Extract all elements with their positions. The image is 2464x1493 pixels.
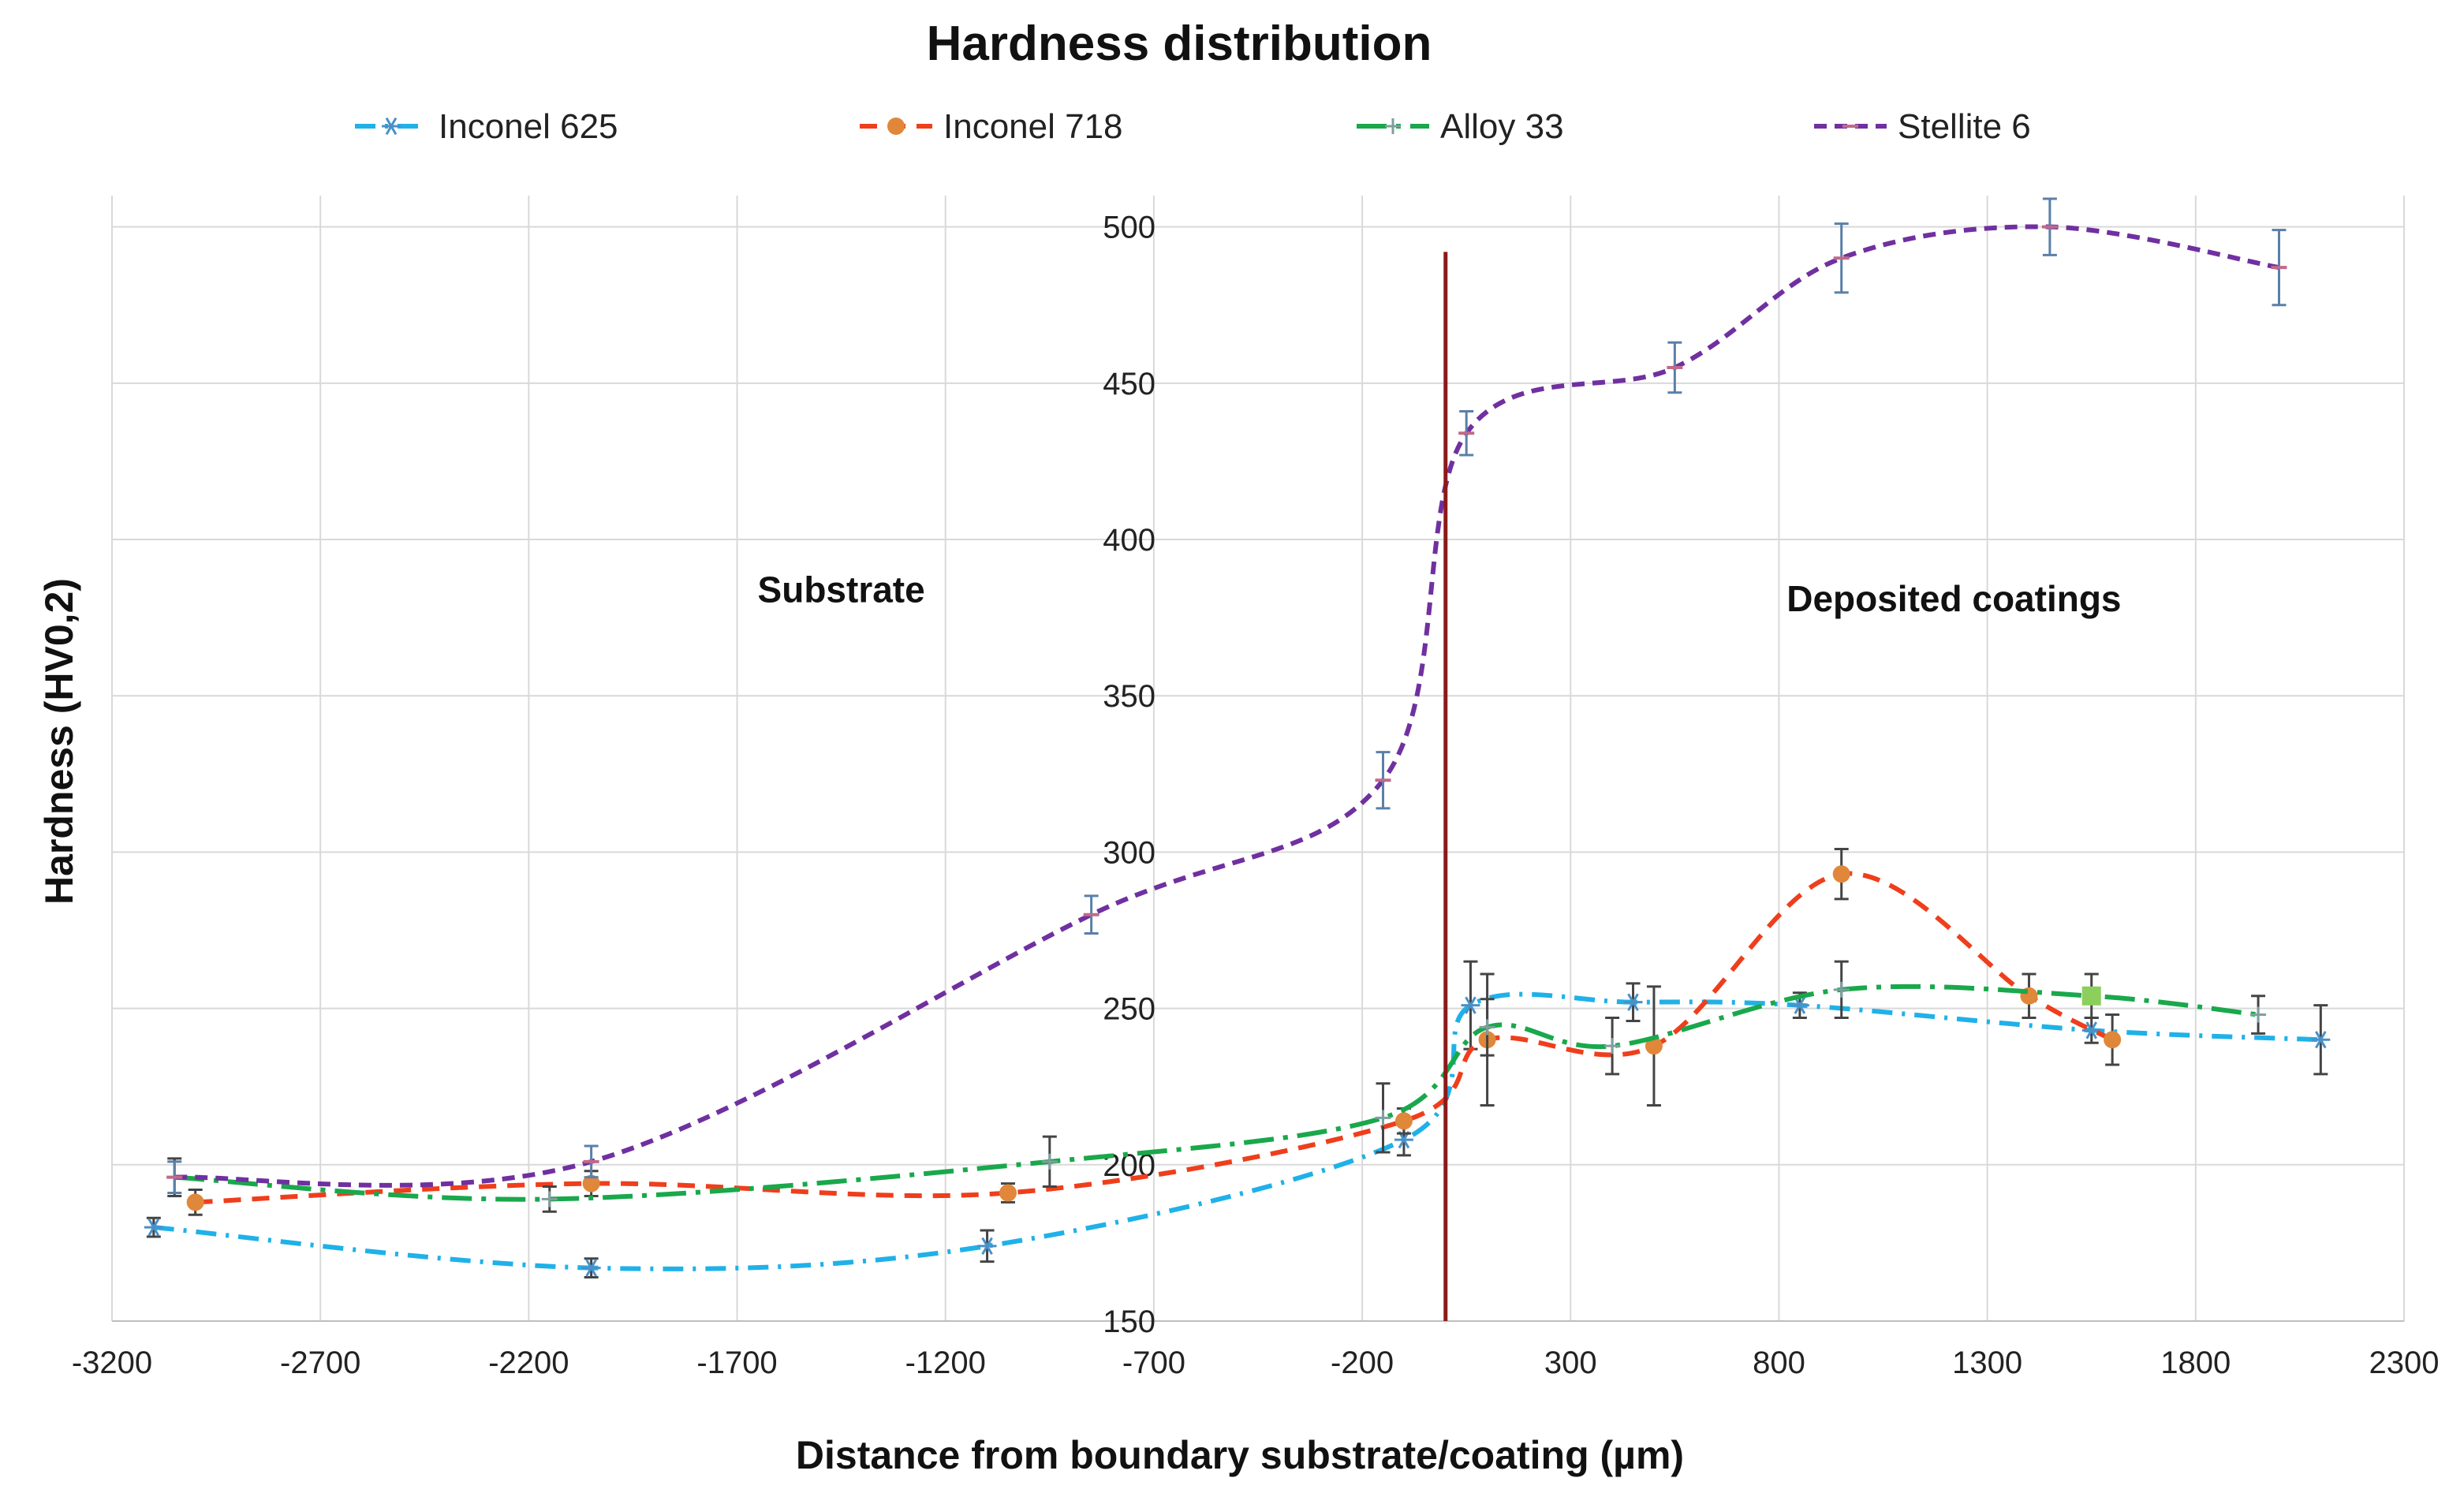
- grid: [111, 196, 2405, 1322]
- data-point: [1479, 1019, 1495, 1036]
- legend-item: Alloy 33: [1357, 107, 1564, 146]
- marker-stroke: [585, 1259, 597, 1277]
- marker-stroke: [1627, 993, 1639, 1011]
- x-tick-label: 2300: [2369, 1346, 2440, 1380]
- data-point: [2104, 1031, 2122, 1049]
- data-point: [1645, 1037, 1663, 1055]
- series-line: [195, 871, 2114, 1205]
- marker-stroke: [1794, 996, 1806, 1014]
- legend-swatch-marker: [382, 117, 401, 136]
- data-point: [1394, 1112, 1413, 1130]
- series-inconel-625: [144, 960, 2331, 1279]
- x-axis-title: Distance from boundary substrate/coating…: [796, 1433, 1684, 1477]
- y-tick-label: 500: [1103, 211, 1155, 245]
- x-tick-label: -3200: [72, 1346, 152, 1380]
- legend-label: Inconel 718: [943, 107, 1123, 146]
- y-tick-label: 350: [1103, 679, 1155, 714]
- x-tick-label: -700: [1122, 1346, 1185, 1380]
- substrate-label: Substrate: [758, 569, 925, 610]
- x-tick-label: 300: [1544, 1346, 1597, 1380]
- chart-title: Hardness distribution: [927, 17, 1432, 71]
- series-stellite-6: [166, 197, 2287, 1194]
- legend-swatch-marker: [1385, 118, 1401, 134]
- data-point: [2250, 1006, 2267, 1023]
- legend-item: Stellite 6: [1814, 107, 2031, 146]
- data-point: [2081, 1021, 2101, 1040]
- data-point: [977, 1237, 997, 1256]
- data-point: [541, 1191, 558, 1207]
- data-point: [1623, 993, 1643, 1011]
- data-point: [582, 1174, 600, 1193]
- data-point: [186, 1193, 204, 1211]
- legend-label: Alloy 33: [1440, 107, 1564, 146]
- series-layer: [144, 197, 2331, 1279]
- data-point: [2311, 1031, 2331, 1049]
- y-tick-label: 150: [1103, 1305, 1155, 1339]
- x-tick-label: 1300: [1952, 1346, 2022, 1380]
- y-tick-label: 250: [1103, 992, 1155, 1027]
- legend: Inconel 625 Inconel 718 Alloy 33 Stellite 6: [355, 107, 2031, 146]
- data-point: [1041, 1153, 1058, 1170]
- series-alloy-33: [166, 960, 2267, 1213]
- x-tick-label: -2200: [488, 1346, 569, 1380]
- x-axis-ticks: -3200 -2700 -2200 -1700 -1200 -700 -200 300 800 1…: [72, 1346, 2440, 1380]
- deposited-coatings-label: Deposited coatings: [1786, 578, 2121, 619]
- data-point: [1461, 996, 1480, 1014]
- legend-item: Inconel 625: [355, 107, 618, 146]
- x-tick-label: -2700: [280, 1346, 360, 1380]
- data-point: [1604, 1038, 1621, 1054]
- marker-stroke: [385, 117, 398, 136]
- legend-label: Stellite 6: [1898, 107, 2031, 146]
- data-point: [581, 1259, 601, 1277]
- x-tick-label: -1700: [696, 1346, 777, 1380]
- y-tick-label: 450: [1103, 367, 1155, 401]
- x-tick-label: 1800: [2160, 1346, 2231, 1380]
- extra-marker: [2081, 986, 2101, 1006]
- data-point: [1790, 996, 1809, 1014]
- y-axis-title: Hardness (HV0,2): [37, 578, 81, 905]
- series-line: [174, 984, 2259, 1202]
- legend-label: Inconel 625: [439, 107, 618, 146]
- series-line: [174, 224, 2280, 1188]
- x-tick-label: -200: [1331, 1346, 1394, 1380]
- marker-stroke: [147, 1218, 160, 1237]
- x-tick-label: -1200: [905, 1346, 986, 1380]
- marker-stroke: [2315, 1031, 2327, 1049]
- series-line: [153, 991, 2321, 1271]
- data-point: [1833, 981, 1850, 998]
- data-point: [1375, 1110, 1391, 1126]
- data-point: [1832, 865, 1850, 883]
- marker-stroke: [2085, 1021, 2098, 1040]
- marker-stroke: [1465, 996, 1477, 1014]
- legend-item: Inconel 718: [860, 107, 1123, 146]
- x-tick-label: 800: [1753, 1346, 1805, 1380]
- data-point: [999, 1184, 1017, 1202]
- legend-swatch-marker: [887, 118, 905, 135]
- y-tick-label: 300: [1103, 835, 1155, 870]
- marker-stroke: [981, 1237, 993, 1256]
- data-point: [144, 1218, 163, 1237]
- y-tick-label: 400: [1103, 523, 1155, 558]
